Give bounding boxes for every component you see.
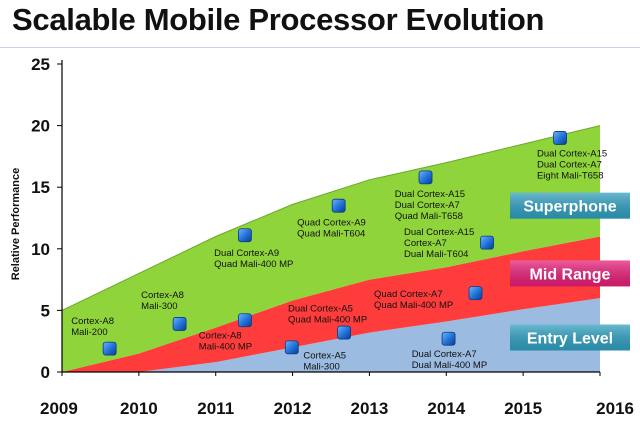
processor-marker: [553, 131, 567, 145]
x-tick-label: 2011: [197, 399, 234, 418]
processor-label: Quad Mali-400 MP: [374, 300, 453, 311]
superphone-outline: [61, 125, 601, 311]
processor-label: Eight Mali-T658: [537, 170, 604, 181]
tier-badge-shade: [510, 260, 630, 287]
x-tick-label: 2010: [120, 399, 158, 418]
processor-label: Cortex-A7: [404, 238, 447, 249]
processor-label: Quad Cortex-A7: [374, 289, 443, 300]
tier-badge-superphone: Superphone: [510, 192, 630, 219]
y-tick-label: 0: [41, 363, 50, 382]
processor-marker: [418, 170, 433, 185]
processor-label: Mali-300: [303, 361, 339, 372]
x-tick-label: 2014: [427, 399, 465, 418]
processor-marker: [480, 235, 494, 250]
area-entry-level: [62, 298, 600, 372]
tier-badge-label: Mid Range: [530, 266, 611, 283]
processor-label: Mali-300: [141, 301, 177, 312]
processor-label: Dual Mali-T604: [404, 249, 468, 260]
x-tick-label: 2009: [40, 399, 78, 418]
processor-label: Cortex-A5: [303, 350, 346, 361]
processor-marker: [102, 341, 117, 356]
processor-marker: [441, 331, 456, 346]
tier-badge-shade: [510, 324, 630, 351]
x-tick-label: 2016: [596, 399, 634, 418]
tier-badge-shade: [510, 192, 630, 219]
processor-label: Dual Cortex-A5: [288, 304, 353, 315]
processor-marker: [468, 286, 483, 301]
chart-title: Scalable Mobile Processor Evolution: [12, 2, 545, 37]
y-tick-label: 25: [31, 55, 50, 74]
y-tick-label: 15: [31, 178, 50, 197]
processor-label: Cortex-A8: [141, 290, 184, 301]
processor-label: Dual Cortex-A7: [537, 159, 602, 170]
tier-badge-entry-level: Entry Level: [510, 324, 630, 351]
processor-label: Cortex-A8: [71, 316, 114, 327]
x-tick-label: 2015: [504, 399, 542, 418]
tier-badge-label: Entry Level: [527, 331, 613, 348]
area-superphone: [62, 125, 600, 372]
title-divider: [0, 47, 640, 48]
processor-marker: [172, 317, 187, 331]
tier-badge-label: Superphone: [523, 199, 616, 216]
processor-label: Mali-200: [71, 327, 107, 338]
processor-label: Quad Cortex-A9: [297, 217, 366, 228]
processor-label: Dual Mali-400 MP: [412, 360, 488, 371]
processor-marker: [331, 198, 346, 213]
processor-label: Mali-400 MP: [199, 342, 252, 353]
processor-label: Dual Cortex-A7: [395, 200, 460, 211]
processor-marker: [238, 313, 252, 328]
processor-label: Dual Cortex-A15: [404, 227, 474, 238]
processor-label: Quad Mali-T604: [297, 228, 365, 239]
processor-label: Quad Mali-400 MP: [288, 315, 367, 326]
processor-marker: [284, 340, 299, 355]
processor-label: Dual Cortex-A15: [537, 148, 607, 159]
processor-label: Dual Cortex-A15: [395, 189, 465, 200]
x-tick-label: 2012: [274, 399, 312, 418]
processor-label: Dual Cortex-A7: [412, 349, 477, 360]
processor-label: Dual Cortex-A9: [214, 248, 279, 259]
y-tick-label: 20: [31, 117, 50, 136]
processor-label: Cortex-A8: [199, 331, 242, 342]
processor-marker: [337, 325, 351, 340]
y-tick-label: 10: [31, 240, 50, 259]
processor-marker: [238, 228, 252, 243]
x-tick-label: 2013: [351, 399, 389, 418]
y-tick-label: 5: [41, 301, 50, 320]
processor-label: Quad Mali-400 MP: [214, 259, 293, 270]
tier-badge-mid-range: Mid Range: [510, 260, 630, 287]
processor-label: Quad Mali-T658: [395, 211, 463, 222]
area-mid-range: [62, 236, 600, 372]
y-axis-label: Relative Performance: [10, 168, 22, 281]
